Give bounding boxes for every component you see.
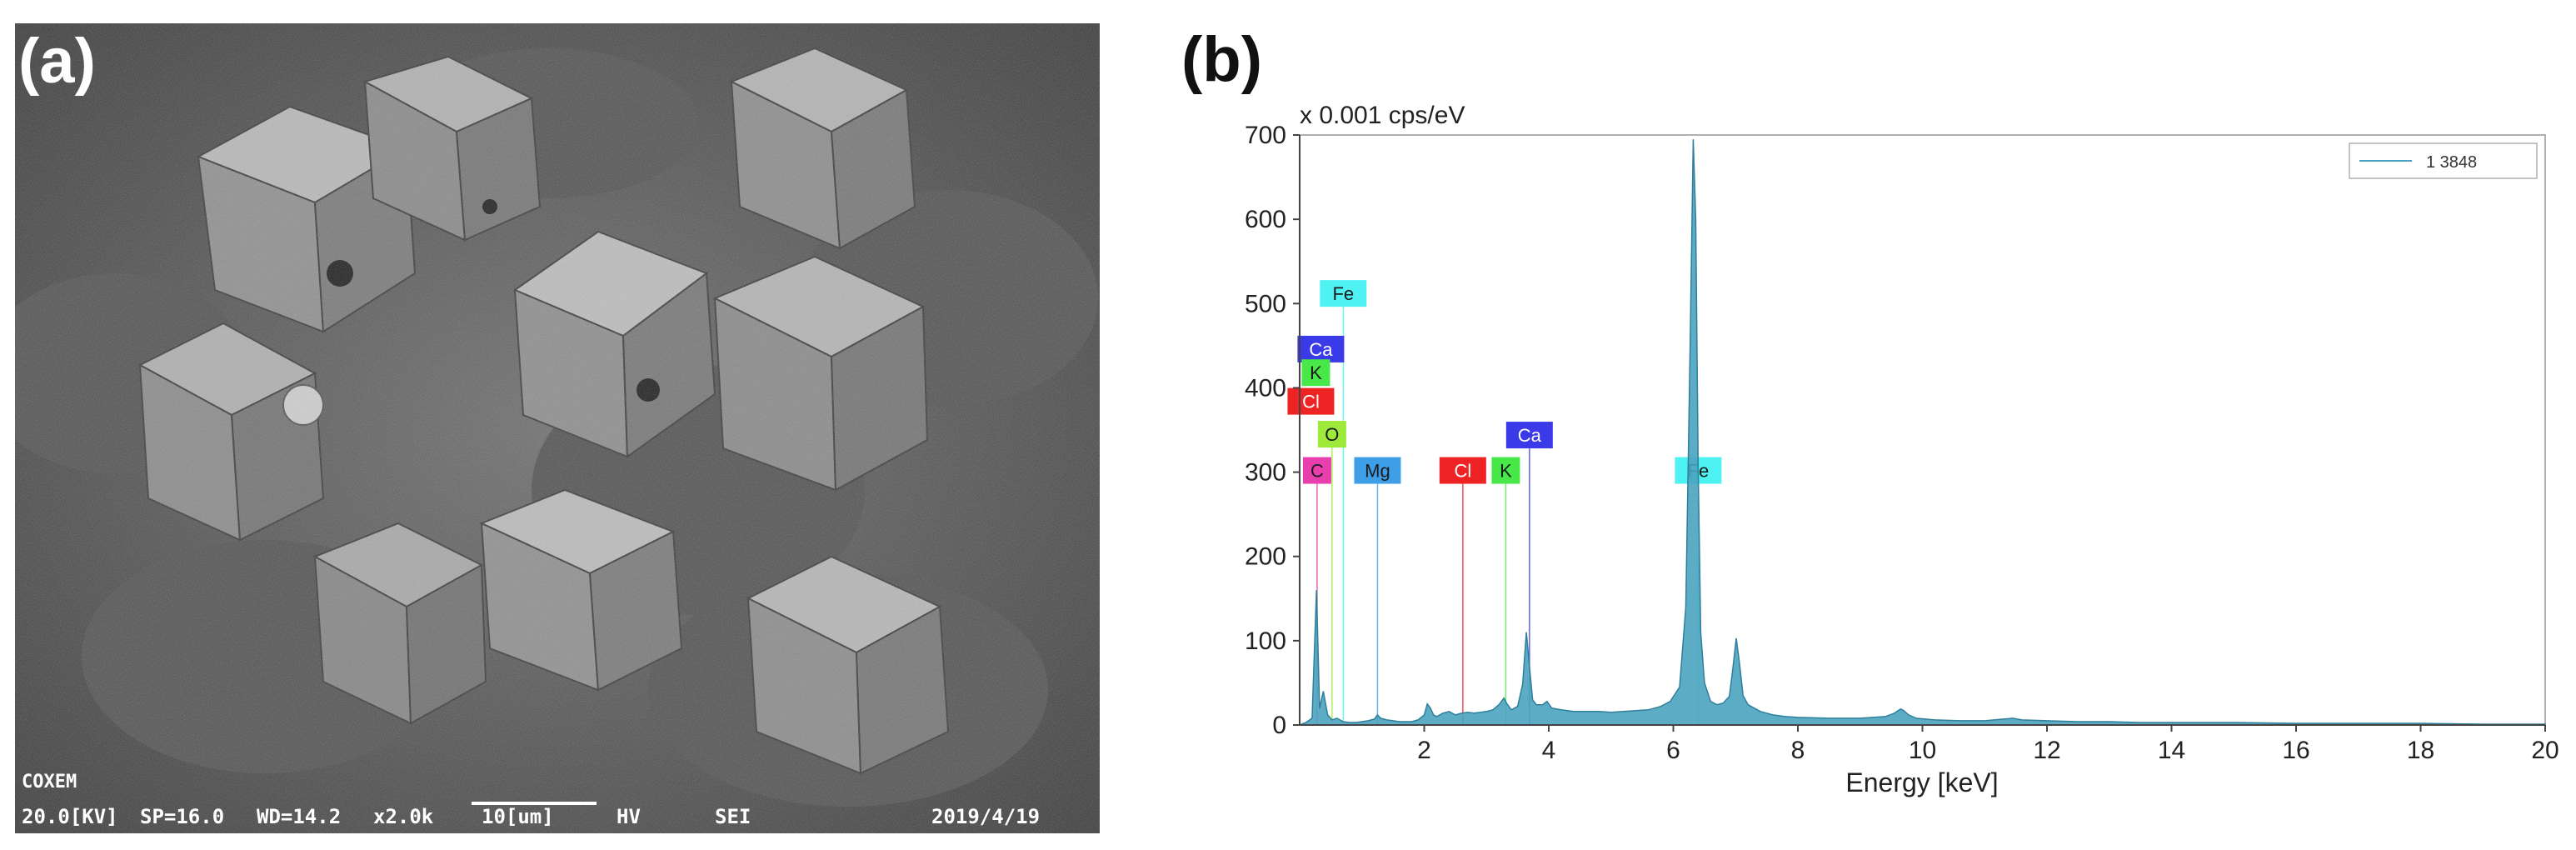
sem-voltage: 20.0[KV] [22,805,118,828]
element-marker-box [1439,457,1486,484]
sem-spot-size: SP=16.0 [140,805,225,828]
element-marker-label: Ca [1309,339,1333,360]
element-marker-box [1320,280,1367,308]
plot-area [1299,134,2546,726]
x-axis-label: Energy [keV] [1845,768,1998,798]
element-marker-box [1302,457,1331,484]
x-tick-label: 10 [1909,737,1936,764]
sem-mode: HV [617,805,641,828]
element-marker-box [1297,335,1345,362]
element-marker-box [1317,421,1346,448]
element-marker-label: Mg [1365,461,1390,482]
element-marker-label: Fe [1332,283,1354,304]
axis-ticks: 0 100 200 300 400 500 600 700 2 4 6 8 10 12 14 16 18 20 [1245,122,2559,764]
panel-label-b: (b) [1181,24,1263,95]
element-marker-label: C [1310,461,1324,482]
x-tick-label: 12 [2033,737,2060,764]
y-tick-label: 600 [1245,206,1286,233]
sem-micrograph-panel: COXEM 20.0[KV] SP=16.0 WD=14.2 x2.0k 10[… [15,23,1100,833]
x-tick-label: 18 [2407,737,2434,764]
y-tick-label: 100 [1245,628,1286,655]
legend-entry: 1 3848 [2426,153,2477,172]
element-marker-box [1505,422,1553,449]
sem-info-bar: COXEM 20.0[KV] SP=16.0 WD=14.2 x2.0k 10[… [15,772,1100,833]
eds-spectrum-chart: x 0.001 cps/eV FeCaKClOCMgClKCaFe 010020… [1245,102,2559,798]
sem-scale-label: 10[um] [482,805,554,828]
spectrum-series [1299,139,2546,726]
x-tick-label: 2 [1417,737,1431,764]
element-marker-label: Cl [1302,392,1320,412]
element-marker-box [1491,457,1520,484]
element-marker-label: K [1500,461,1512,482]
sem-scale-bar [472,802,597,805]
x-tick-label: 4 [1542,737,1556,764]
element-marker-label: Cl [1454,461,1471,482]
legend: 1 3848 [2349,142,2538,179]
sem-working-distance: WD=14.2 [257,805,342,828]
spectrum-area [1299,139,2546,726]
x-tick-label: 16 [2282,737,2309,764]
element-marker-box [1354,457,1401,484]
element-marker-label: O [1325,424,1339,445]
element-marker-label: Ca [1518,425,1542,446]
y-axis-unit-label: x 0.001 cps/eV [1300,102,1465,129]
element-marker-box [1287,388,1335,415]
panel-label-a: (a) [18,26,96,97]
sem-magnification: x2.0k [373,805,434,828]
x-tick-label: 14 [2158,737,2185,764]
element-marker-box [1301,359,1330,387]
y-tick-label: 700 [1245,122,1286,149]
y-tick-label: 200 [1245,543,1286,571]
x-tick-label: 20 [2531,737,2559,764]
y-tick-label: 300 [1245,459,1286,487]
x-tick-label: 6 [1666,737,1680,764]
sem-brand: COXEM [22,772,77,792]
y-tick-label: 0 [1272,712,1286,739]
sem-micrograph [15,23,1100,833]
element-marker-label: K [1310,362,1322,383]
y-tick-label: 500 [1245,290,1286,318]
x-tick-label: 8 [1791,737,1805,764]
y-tick-label: 400 [1245,374,1286,402]
sem-date: 2019/4/19 [931,805,1041,828]
sem-detector: SEI [715,805,751,828]
